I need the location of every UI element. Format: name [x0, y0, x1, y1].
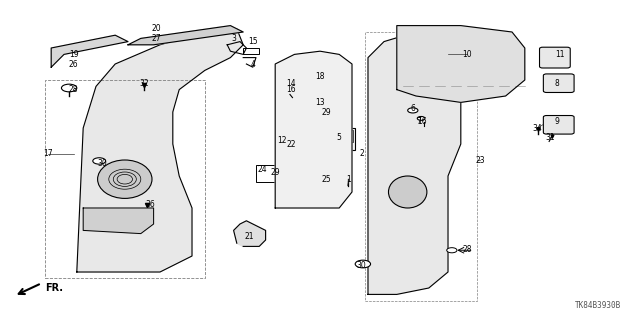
Text: 23: 23	[475, 156, 485, 164]
Circle shape	[93, 158, 106, 164]
Circle shape	[61, 84, 77, 92]
Polygon shape	[234, 221, 266, 246]
Text: 16: 16	[286, 85, 296, 94]
Text: 30: 30	[356, 261, 367, 270]
Text: 28: 28	[69, 85, 78, 94]
Bar	[45, 80, 205, 278]
Text: 18: 18	[316, 72, 324, 81]
Circle shape	[408, 108, 418, 113]
Text: 2: 2	[359, 149, 364, 158]
Text: 15: 15	[248, 37, 258, 46]
Bar	[330, 128, 355, 150]
Text: 10: 10	[462, 50, 472, 59]
Text: 36: 36	[145, 200, 156, 209]
Text: 32: 32	[139, 79, 149, 88]
Polygon shape	[128, 26, 243, 45]
Circle shape	[355, 260, 371, 268]
Text: 21: 21	[245, 232, 254, 241]
Ellipse shape	[388, 176, 427, 208]
Polygon shape	[83, 208, 154, 234]
Polygon shape	[397, 26, 525, 102]
Polygon shape	[51, 35, 128, 67]
Polygon shape	[368, 32, 461, 294]
FancyBboxPatch shape	[543, 74, 574, 92]
Text: 34: 34	[532, 124, 543, 132]
Ellipse shape	[98, 160, 152, 198]
Bar	[312, 102, 332, 115]
Text: 8: 8	[554, 79, 559, 88]
FancyBboxPatch shape	[543, 116, 574, 134]
Text: 7: 7	[417, 117, 422, 126]
Circle shape	[417, 116, 425, 120]
Text: TK84B3930B: TK84B3930B	[575, 301, 621, 310]
Text: 17: 17	[43, 149, 53, 158]
Text: 19: 19	[68, 50, 79, 59]
Bar	[282, 131, 323, 154]
Text: 9: 9	[554, 117, 559, 126]
Text: 28: 28	[463, 245, 472, 254]
Text: 27: 27	[152, 34, 162, 43]
Text: 20: 20	[152, 24, 162, 33]
Text: 25: 25	[321, 175, 332, 184]
Text: 29: 29	[270, 168, 280, 177]
FancyBboxPatch shape	[540, 47, 570, 68]
Text: FR.: FR.	[45, 283, 63, 293]
Text: 26: 26	[68, 60, 79, 68]
Circle shape	[447, 248, 457, 253]
Text: 16: 16	[417, 117, 428, 126]
Text: 30: 30	[97, 159, 108, 168]
Text: 12: 12	[277, 136, 286, 145]
Text: 24: 24	[257, 165, 268, 174]
Text: 22: 22	[287, 140, 296, 148]
Polygon shape	[275, 51, 352, 208]
Polygon shape	[77, 29, 243, 272]
Bar	[365, 32, 477, 301]
Text: 14: 14	[286, 79, 296, 88]
Text: 13: 13	[315, 98, 325, 107]
Bar	[323, 174, 349, 192]
Text: 4: 4	[250, 60, 255, 68]
Bar	[332, 130, 353, 142]
Text: 6: 6	[410, 104, 415, 113]
Bar	[312, 93, 345, 122]
Text: 11: 11	[556, 50, 564, 59]
Text: 31: 31	[545, 133, 556, 142]
Bar	[243, 48, 259, 54]
Text: 29: 29	[321, 108, 332, 116]
Bar	[256, 165, 304, 182]
Text: 3: 3	[231, 34, 236, 43]
Text: 5: 5	[337, 133, 342, 142]
Bar	[287, 81, 301, 90]
Text: 1: 1	[346, 175, 351, 184]
